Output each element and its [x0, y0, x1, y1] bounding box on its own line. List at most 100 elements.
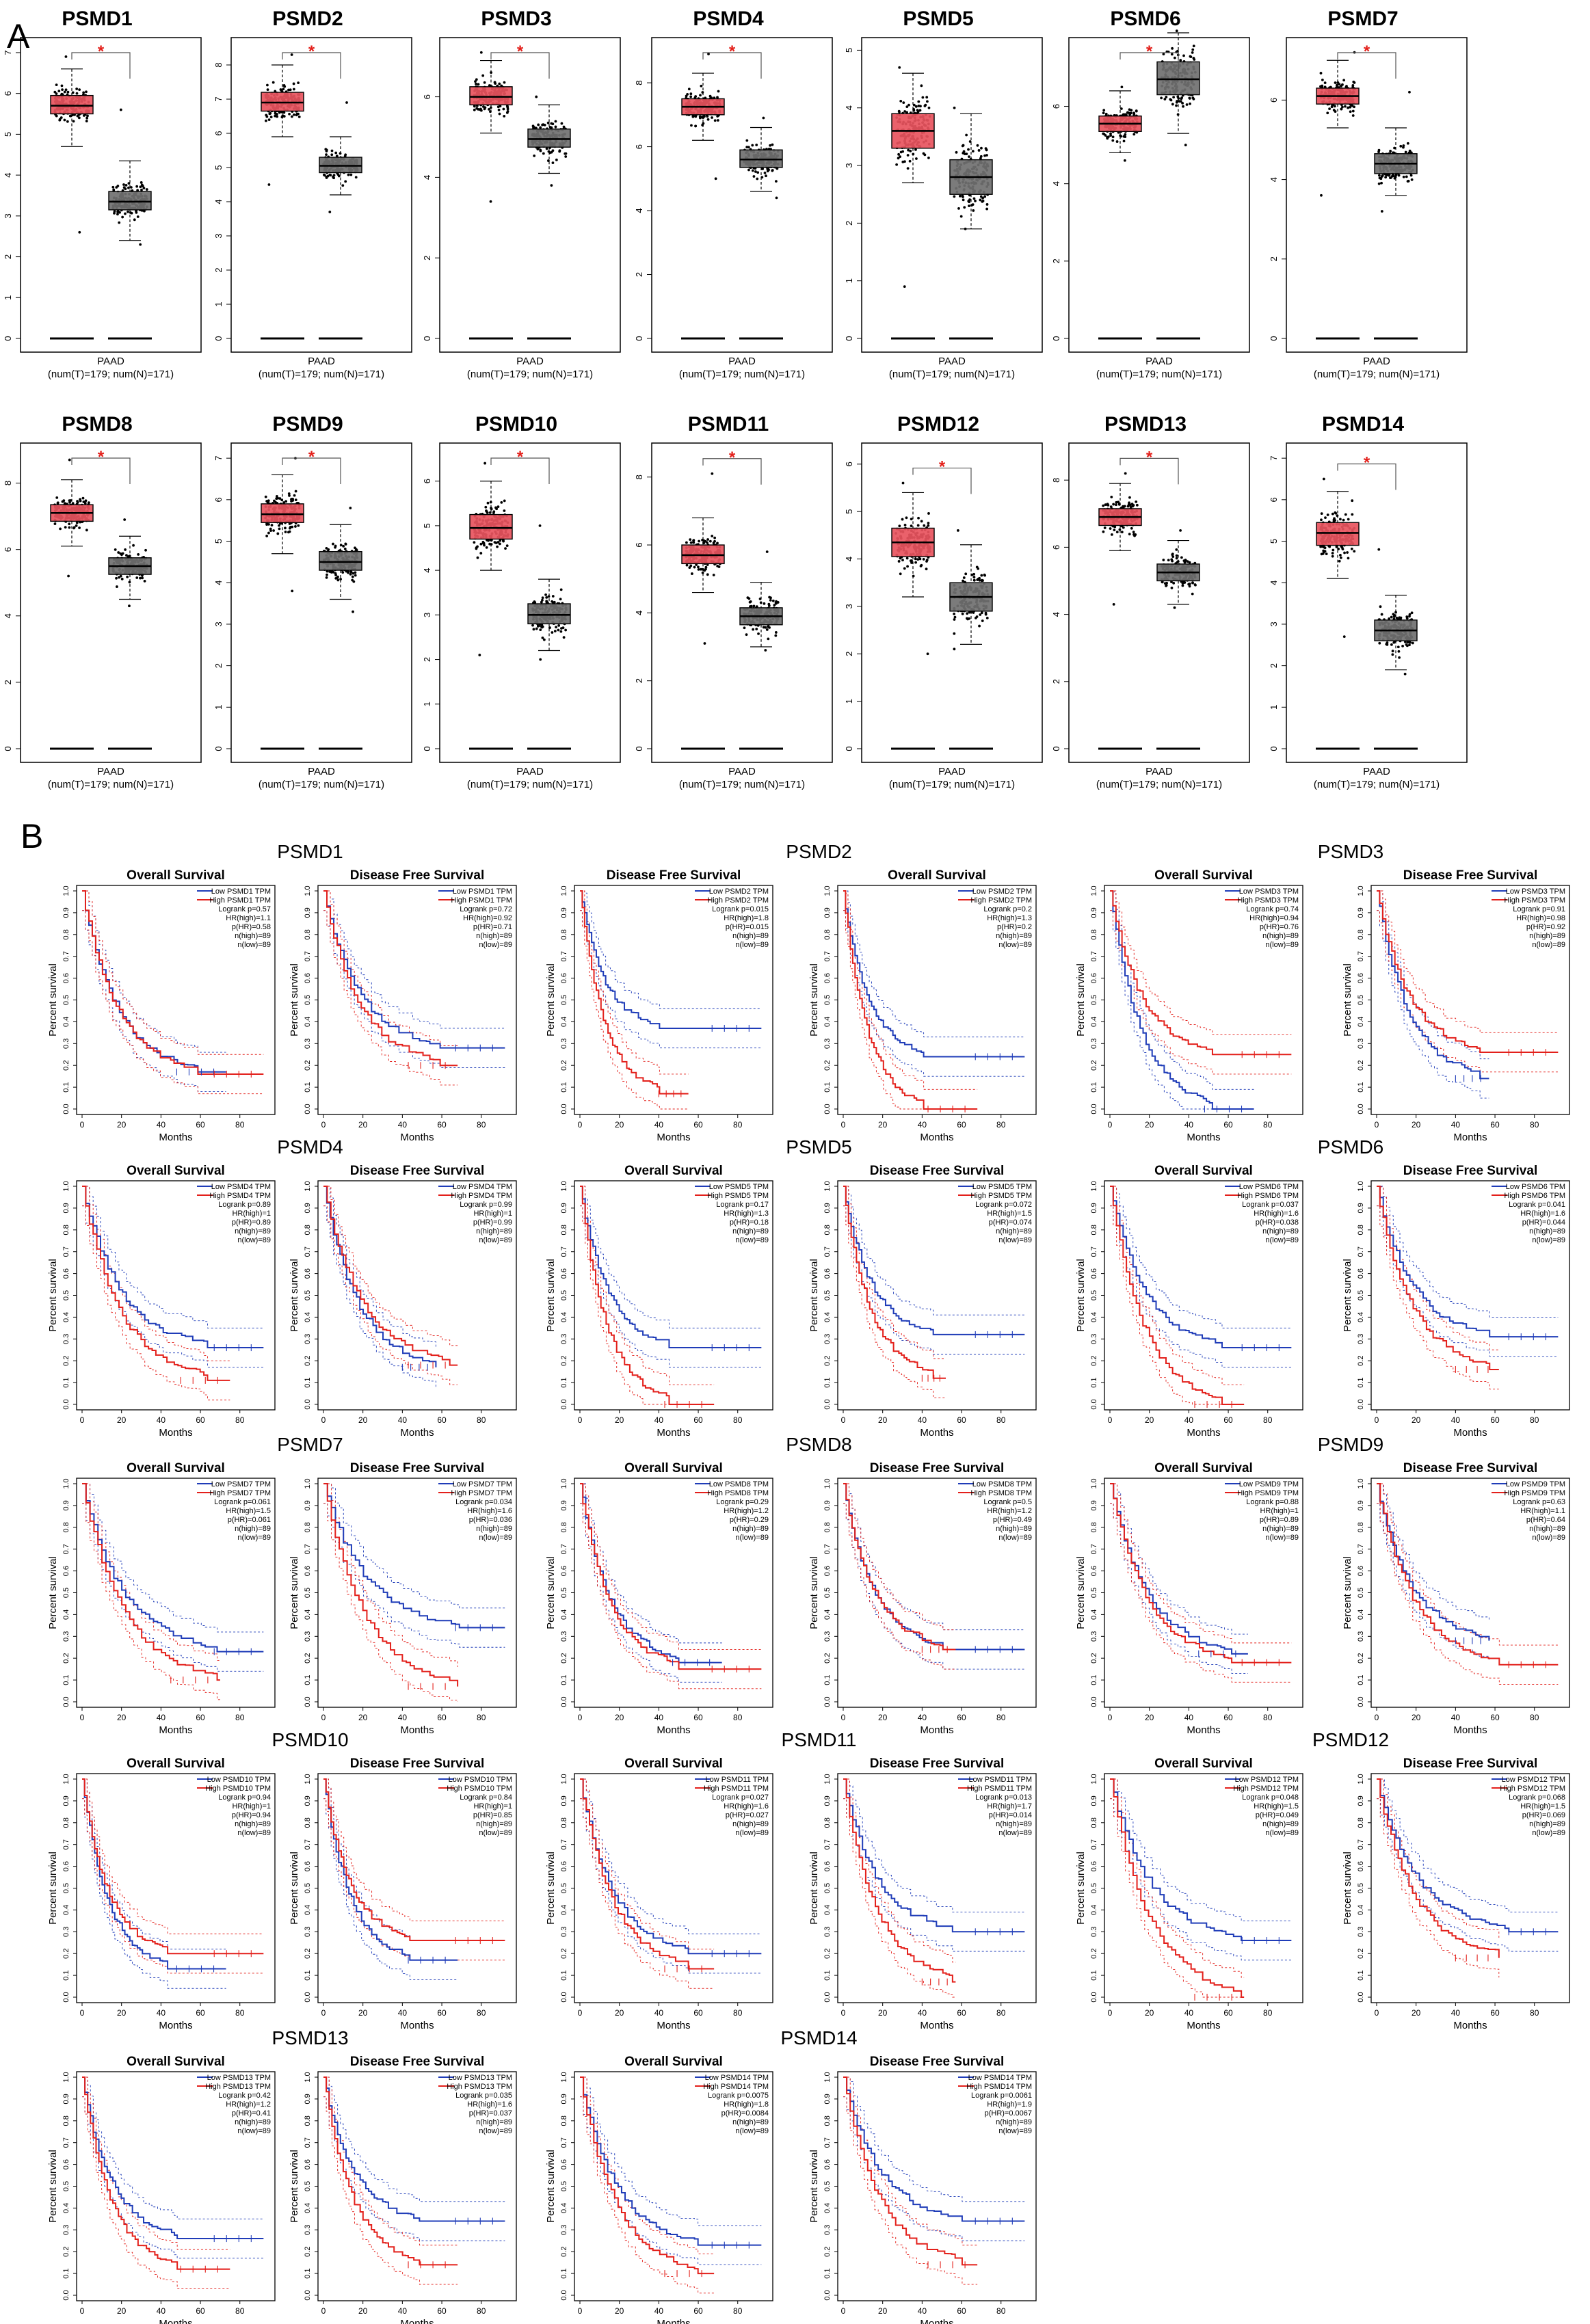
data-point: [555, 158, 558, 161]
data-point: [269, 529, 272, 533]
data-point: [953, 615, 957, 619]
data-point: [135, 185, 139, 188]
y-tick-label: 2: [1051, 258, 1061, 263]
data-point: [53, 90, 57, 94]
data-point: [332, 174, 336, 177]
y-tick-label: 1: [844, 699, 854, 704]
data-point: [120, 577, 124, 580]
plot-frame: [861, 37, 1043, 353]
data-point: [114, 548, 117, 551]
data-point: [541, 598, 544, 602]
data-point: [61, 88, 64, 92]
y-tick-label: 0: [213, 336, 224, 340]
data-point: [691, 115, 695, 118]
data-point: [564, 152, 567, 155]
panel-label-a: A: [7, 17, 30, 55]
data-point: [751, 144, 754, 147]
data-point: [927, 512, 930, 515]
y-tick-label: 6: [3, 547, 13, 552]
data-point: [689, 92, 693, 96]
data-point: [1175, 29, 1178, 33]
y-tick-label: 0: [1051, 336, 1061, 340]
data-point: [325, 153, 328, 157]
data-point: [964, 572, 968, 576]
data-point: [293, 494, 296, 497]
data-point: [1102, 530, 1105, 533]
data-point: [336, 575, 339, 578]
data-point: [124, 212, 127, 215]
y-tick-label: 4: [634, 611, 644, 615]
data-point: [130, 211, 133, 215]
y-tick-label: 0: [844, 746, 854, 751]
data-point: [1326, 111, 1329, 115]
dataset-label: PAAD: [1145, 356, 1173, 367]
data-point: [748, 600, 752, 604]
y-tick-label: 2: [3, 680, 13, 684]
y-tick-label: 1: [213, 705, 224, 710]
data-point: [966, 612, 969, 615]
data-point: [711, 472, 714, 475]
data-point: [531, 624, 534, 627]
data-point: [143, 209, 146, 213]
data-point: [328, 211, 332, 213]
data-point: [914, 561, 918, 564]
data-point: [540, 626, 544, 629]
data-point: [498, 82, 501, 85]
tumor-box: [50, 94, 94, 115]
dataset-label: PAAD: [938, 356, 966, 367]
y-tick-label: 0: [213, 746, 224, 751]
data-point: [984, 147, 988, 150]
y-tick-label: 1: [3, 295, 13, 300]
significance-star: *: [517, 42, 524, 61]
data-point: [693, 565, 696, 569]
data-point: [1122, 526, 1125, 529]
data-point: [118, 221, 121, 224]
tumor-box: [469, 513, 513, 540]
data-point: [1120, 85, 1124, 89]
boxplot-title: PSMD10: [475, 413, 557, 436]
data-point: [484, 505, 488, 509]
data-point: [349, 572, 352, 576]
data-point: [335, 155, 339, 157]
data-point: [977, 149, 981, 152]
y-tick-label: 8: [213, 62, 224, 67]
data-point: [85, 90, 88, 94]
sample-size-label: (num(T)=179; num(N)=171): [259, 369, 384, 380]
data-point: [1334, 81, 1337, 84]
data-point: [473, 105, 476, 108]
data-point: [1109, 132, 1112, 135]
data-point: [132, 544, 135, 547]
data-point: [1188, 97, 1191, 100]
data-point: [543, 123, 546, 126]
data-point: [545, 596, 548, 599]
sample-size-label: (num(T)=179; num(N)=171): [259, 779, 384, 790]
data-point: [272, 529, 275, 532]
data-point: [544, 593, 547, 596]
significance-star: *: [308, 42, 315, 61]
tumor-points: [264, 53, 301, 186]
data-point: [953, 195, 956, 198]
y-tick-label: 2: [844, 652, 854, 656]
dataset-label: PAAD: [516, 766, 544, 777]
data-point: [504, 547, 507, 550]
boxplot-title: PSMD2: [272, 8, 343, 30]
data-point: [136, 189, 140, 192]
data-point: [119, 108, 122, 111]
data-point: [78, 526, 81, 529]
data-point: [769, 599, 772, 602]
plot-frame: [1068, 442, 1250, 763]
data-point: [953, 613, 956, 615]
data-point: [775, 602, 778, 605]
data-point: [140, 181, 143, 184]
data-point: [927, 522, 930, 524]
data-point: [712, 574, 715, 576]
data-point: [276, 115, 279, 118]
data-point: [765, 174, 767, 178]
data-point: [985, 154, 988, 157]
data-point: [769, 596, 772, 600]
data-point: [476, 556, 479, 559]
data-point: [1162, 559, 1165, 561]
data-point: [905, 516, 908, 520]
